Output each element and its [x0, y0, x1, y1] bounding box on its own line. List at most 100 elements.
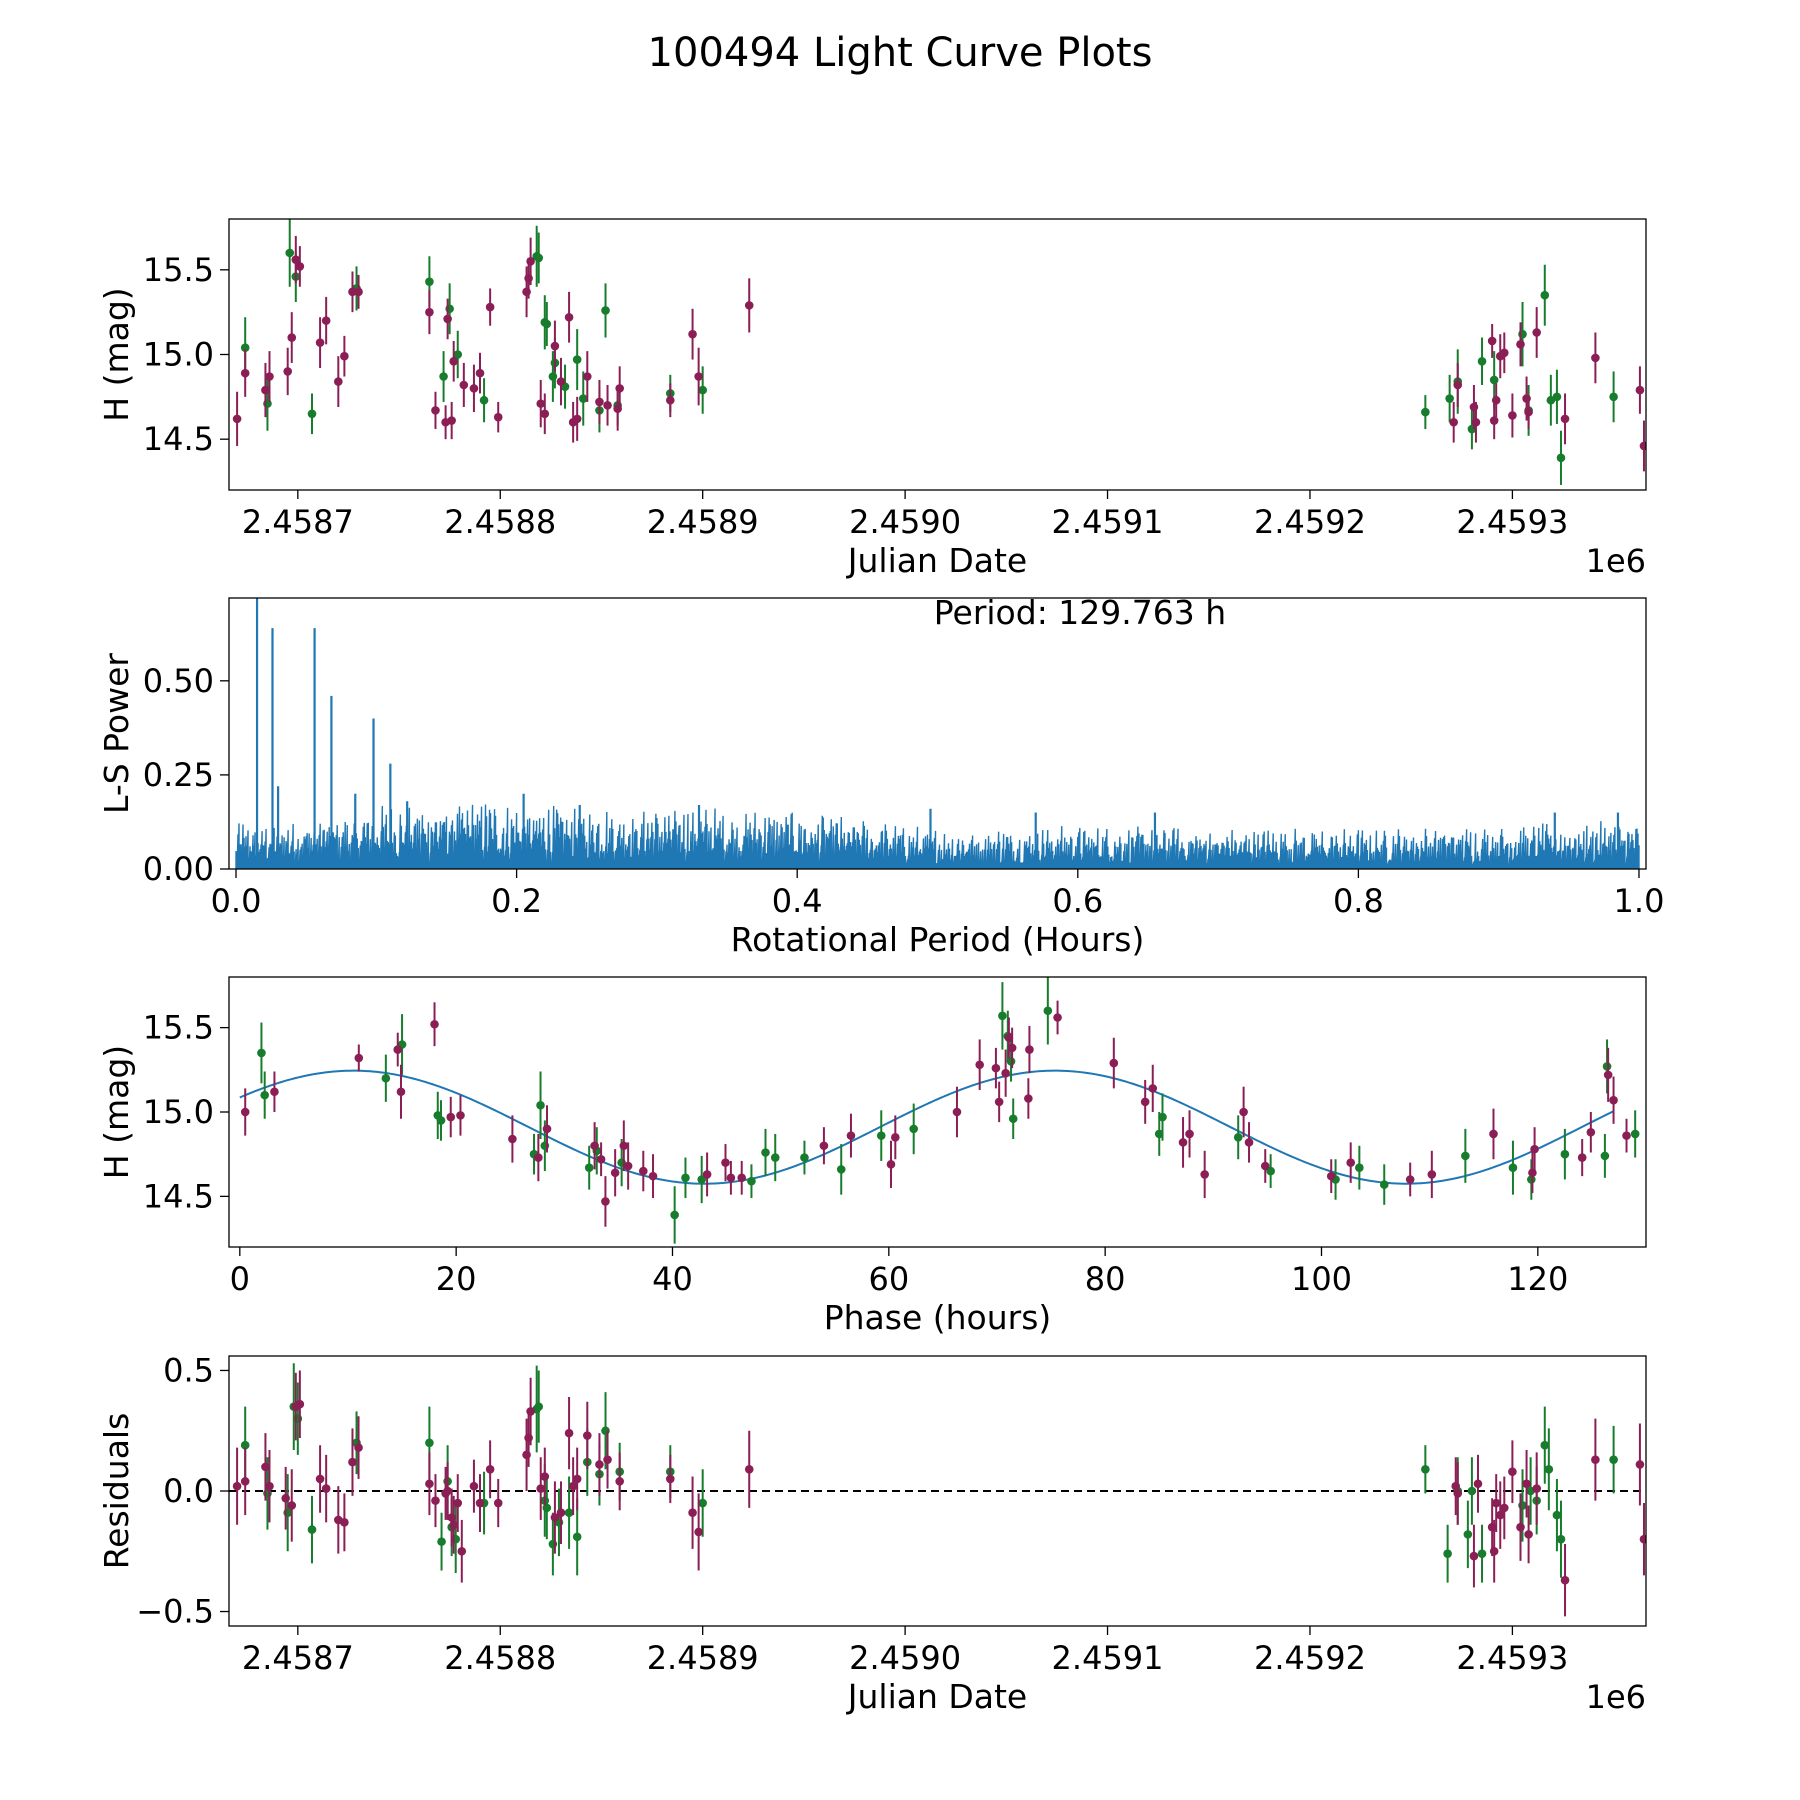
data-point [1006, 1057, 1016, 1066]
data-point [556, 1508, 566, 1517]
data-point [688, 1508, 697, 1517]
data-point [469, 1481, 479, 1491]
data-point [334, 377, 343, 386]
data-point [601, 306, 610, 315]
data-point [1109, 1058, 1119, 1068]
data-point [449, 356, 458, 366]
y-tick-label: 15.5 [143, 251, 214, 289]
x-axis-label: Julian Date [846, 1677, 1028, 1716]
data-point [1233, 1133, 1243, 1142]
data-point [595, 1460, 604, 1469]
data-point [508, 1134, 517, 1144]
data-point [623, 1161, 633, 1171]
data-point [998, 1011, 1007, 1021]
data-point [536, 1484, 546, 1493]
x-tick-label: 60 [868, 1260, 909, 1298]
y-axis-label: H (mag) [97, 287, 136, 421]
data-point [443, 1486, 452, 1496]
data-point [281, 1493, 290, 1503]
data-point [1244, 1138, 1254, 1147]
data-point [615, 384, 624, 393]
data-point [1467, 1486, 1477, 1496]
data-point [721, 1158, 730, 1167]
data-point [396, 1087, 406, 1097]
data-point [340, 1518, 349, 1527]
data-point [1540, 1440, 1550, 1450]
data-point [1489, 375, 1499, 385]
data-point [354, 287, 363, 297]
y-tick-label: −0.5 [136, 1593, 214, 1631]
data-point [564, 1428, 574, 1438]
data-point [582, 372, 592, 381]
data-point [1540, 290, 1550, 300]
axes-frame [228, 1355, 1647, 1627]
x-tick-label: 100 [1291, 1260, 1352, 1298]
y-tick-label: 14.5 [143, 420, 214, 458]
series-green [240, 219, 1618, 485]
data-point [1473, 1479, 1483, 1489]
x-axis-label: Rotational Period (Hours) [731, 920, 1145, 959]
data-point [697, 1175, 706, 1184]
data-point [493, 412, 503, 422]
x-tick-label: 0.6 [1052, 882, 1103, 920]
data-point [1025, 1045, 1034, 1054]
data-point [665, 1474, 675, 1484]
data-point [1577, 1153, 1587, 1162]
figure-title: 100494 Light Curve Plots [648, 30, 1153, 76]
data-point [1609, 1095, 1618, 1105]
data-point [485, 302, 495, 312]
data-point [595, 397, 604, 407]
model-fit-curve [239, 1069, 1614, 1185]
data-point [1516, 340, 1525, 349]
data-point [1489, 1546, 1499, 1556]
x-tick-label: 0.8 [1333, 882, 1384, 920]
data-point [1630, 1129, 1640, 1139]
data-point [283, 367, 293, 376]
data-point [295, 262, 305, 271]
data-point [590, 1141, 599, 1151]
data-point [285, 248, 295, 258]
data-point [572, 1532, 582, 1542]
data-point [291, 255, 301, 264]
data-point [1532, 328, 1541, 337]
data-point [1405, 1175, 1415, 1184]
data-point [1008, 1114, 1018, 1124]
data-point [485, 1465, 495, 1474]
data-point [393, 1045, 403, 1054]
data-point [526, 257, 535, 266]
data-point [321, 316, 331, 325]
x-tick-label: 2.4591 [1052, 503, 1164, 541]
data-point [534, 253, 544, 263]
data-point [572, 414, 582, 424]
data-point [572, 355, 582, 364]
data-point [542, 1124, 552, 1134]
period-annotation: Period: 129.763 h [934, 593, 1226, 632]
x-tick-label: 40 [652, 1260, 693, 1298]
data-point [994, 1097, 1004, 1107]
data-point [321, 1484, 331, 1493]
plot-area-lightcurve [232, 219, 1646, 485]
data-point [447, 416, 456, 425]
plot-area-phased [239, 977, 1640, 1244]
data-point [1477, 356, 1487, 366]
y-tick-label: 0.00 [143, 850, 214, 888]
panel-lightcurve: 2.4587 2.4588 2.4589 2.4590 2.4591 2.4592 2.45… [97, 218, 1647, 580]
y-tick-label: 0.50 [143, 662, 214, 700]
data-point [601, 1197, 610, 1206]
data-point [1487, 336, 1497, 346]
data-point [648, 1171, 658, 1181]
data-point [1552, 392, 1562, 402]
data-point [1445, 394, 1454, 403]
data-point [1556, 1534, 1566, 1544]
data-point [1622, 1131, 1631, 1140]
data-point [436, 1116, 446, 1125]
data-point [726, 1173, 736, 1183]
data-point [550, 341, 560, 351]
data-point [431, 1496, 440, 1505]
data-point [1453, 1489, 1463, 1498]
data-point [261, 385, 270, 395]
data-point [1355, 1163, 1364, 1172]
data-point [240, 368, 250, 378]
data-point [1024, 1094, 1033, 1103]
data-point [425, 1479, 434, 1489]
